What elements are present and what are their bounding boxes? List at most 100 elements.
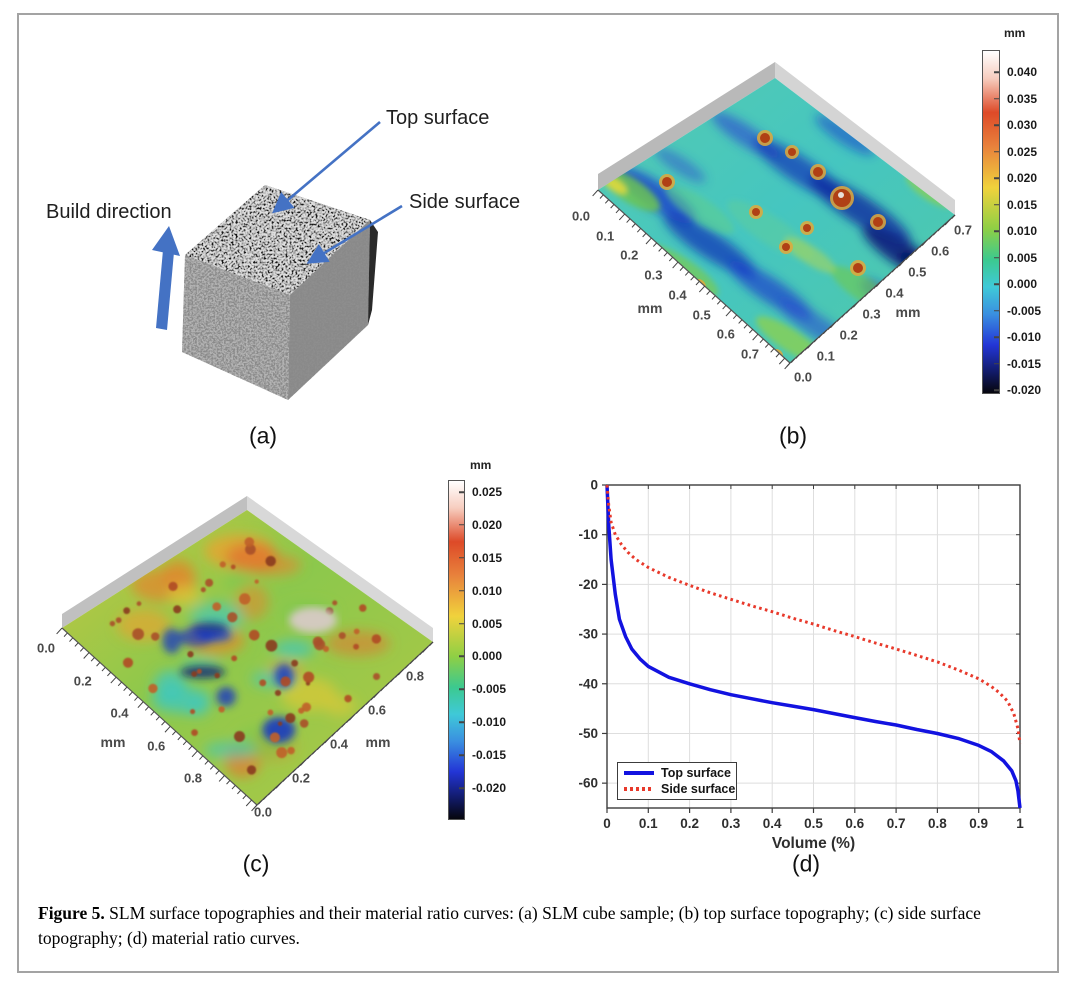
chart-x-tick-label: 0.7 bbox=[887, 816, 906, 831]
axis-c-right-tick: 0.2 bbox=[291, 770, 311, 786]
cb-bar-b-tick-label: -0.010 bbox=[1007, 330, 1042, 344]
chart-x-axis-label: Volume (%) bbox=[772, 835, 855, 852]
cb-bar-b-tick-label: -0.015 bbox=[1007, 356, 1042, 371]
axis-b-right-tick: 0.2 bbox=[839, 327, 858, 343]
figure-caption: Figure 5. SLM surface topographies and t… bbox=[38, 901, 1032, 952]
colorbar-b bbox=[982, 50, 1000, 394]
cb-bar-b-tickmark bbox=[994, 283, 999, 285]
topo-b-surface bbox=[598, 78, 955, 363]
chart-y-tick-label: -60 bbox=[578, 776, 598, 791]
panel-c-label: (c) bbox=[242, 850, 270, 877]
axis-c-left-tick: 0.4 bbox=[110, 705, 129, 721]
axis-b-left-tick: 0.6 bbox=[716, 326, 735, 342]
side-surface-annotation: Side surface bbox=[409, 191, 521, 213]
cb-bar-b-tickmark bbox=[994, 177, 999, 179]
figure-caption-label: Figure 5. bbox=[38, 903, 105, 923]
legend-label-top-surface: Top surface bbox=[661, 766, 731, 780]
panel-b-label: (b) bbox=[778, 422, 808, 449]
axis-c-right-tick: 0.8 bbox=[405, 668, 425, 684]
build-direction-arrowhead bbox=[152, 226, 180, 256]
chart-x-tick-label: 0.5 bbox=[804, 816, 823, 831]
colorbar-c bbox=[448, 480, 465, 820]
cb-bar-c-tick-label: -0.005 bbox=[472, 682, 507, 697]
axis-c-left-unit: mm bbox=[100, 734, 126, 750]
cb-bar-b-tickmark bbox=[994, 150, 999, 153]
axis-c-right-tick: 0.0 bbox=[253, 804, 273, 820]
axis-b-right-tick: 0.6 bbox=[931, 243, 950, 259]
cb-bar-b-tickmark bbox=[994, 309, 999, 312]
topo-c-surface bbox=[62, 510, 433, 805]
cb-bar-b-tickmark bbox=[994, 336, 999, 338]
axis-b-left-tick: 0.3 bbox=[644, 267, 663, 283]
chart-y-tick-label: -50 bbox=[578, 726, 598, 741]
axis-c-left-tick: 0.0 bbox=[36, 640, 56, 656]
legend-line-top-surface bbox=[624, 771, 654, 775]
cb-bar-c-tickmark bbox=[459, 589, 464, 592]
top-surface-annotation: Top surface bbox=[386, 107, 490, 129]
axis-b-left-tick: 0.1 bbox=[596, 228, 615, 244]
cb-bar-c-tickmark bbox=[459, 754, 464, 756]
panel-a-label: (a) bbox=[248, 422, 278, 449]
cb-bar-b-tickmark bbox=[994, 362, 999, 365]
chart-legend: Top surface Side surface bbox=[617, 762, 737, 800]
legend-label-side-surface: Side surface bbox=[661, 782, 736, 796]
cb-bar-c-tickmark bbox=[459, 721, 464, 723]
cube-top-face bbox=[185, 185, 370, 295]
cb-bar-b-tick-label: 0.020 bbox=[1007, 171, 1038, 185]
axis-c-right-tick: 0.6 bbox=[367, 702, 387, 718]
axis-b-left-tick: 0.2 bbox=[620, 247, 639, 263]
cb-bar-c-tick-label: 0.010 bbox=[472, 583, 503, 598]
cb-bar-b-tick-label: 0.005 bbox=[1007, 250, 1038, 265]
axis-b-right-tick: 0.3 bbox=[862, 306, 881, 322]
cb-bar-c-tick-label: 0.000 bbox=[472, 649, 503, 664]
cb-bar-c-tickmark bbox=[459, 524, 464, 526]
axis-b-left-tick: 0.5 bbox=[692, 307, 711, 323]
chart-x-tick-label: 0.6 bbox=[845, 816, 864, 831]
top-surface-leader-line bbox=[272, 121, 381, 214]
cb-bar-b-tick-label: 0.040 bbox=[1007, 65, 1038, 79]
figure-caption-text: SLM surface topographies and their mater… bbox=[38, 903, 981, 949]
cb-bar-b-tickmark bbox=[994, 230, 999, 232]
chart-x-tick-label: 0.4 bbox=[763, 816, 782, 831]
axis-b-left-tick: 0.0 bbox=[571, 208, 591, 224]
cube-sample-illustration bbox=[152, 121, 403, 400]
cb-bar-b-tick-label: -0.020 bbox=[1007, 383, 1042, 397]
top-surface-topography bbox=[592, 62, 956, 370]
cb-bar-b-tick-label: 0.025 bbox=[1007, 144, 1038, 159]
cb-bar-c-tick-label: 0.015 bbox=[472, 550, 503, 565]
topo-c-back-wall-left bbox=[62, 496, 247, 628]
colorbar-b-unit: mm bbox=[1004, 26, 1026, 40]
cube-right-shadow bbox=[368, 220, 378, 325]
chart-y-tick-label: -40 bbox=[578, 676, 598, 691]
topo-b-back-wall-right bbox=[775, 62, 955, 215]
build-direction-arrow bbox=[156, 250, 174, 330]
cb-bar-b-tick-label: 0.000 bbox=[1007, 277, 1038, 291]
chart-y-tick-label: 0 bbox=[590, 478, 598, 493]
chart-x-tick-label: 1 bbox=[1016, 816, 1024, 831]
cb-bar-c-tick-label: 0.020 bbox=[472, 517, 503, 532]
legend-line-side-surface bbox=[624, 787, 654, 791]
chart-x-tick-label: 0.8 bbox=[928, 816, 947, 831]
chart-y-tick-label: -30 bbox=[578, 627, 598, 642]
axis-b-left-tick: 0.4 bbox=[668, 287, 687, 303]
chart-x-tick-label: 0 bbox=[603, 816, 611, 831]
cb-bar-b-tick-label: 0.035 bbox=[1007, 91, 1038, 106]
cb-bar-c-tick-label: -0.015 bbox=[472, 748, 507, 763]
cb-bar-b-tickmark bbox=[994, 97, 999, 100]
cb-bar-b-tickmark bbox=[994, 71, 999, 73]
axis-b-left-unit: mm bbox=[637, 300, 663, 316]
axis-b-right-tick: 0.0 bbox=[793, 369, 813, 385]
legend-row-side-surface: Side surface bbox=[624, 782, 735, 796]
cb-bar-c-tickmark bbox=[459, 491, 464, 493]
chart-series-top-surface bbox=[605, 484, 1022, 809]
cb-bar-c-tick-label: 0.025 bbox=[472, 485, 503, 499]
colorbar-c-unit: mm bbox=[470, 458, 492, 472]
cb-bar-c-tickmark bbox=[459, 622, 464, 625]
panel-d-label: (d) bbox=[791, 850, 821, 877]
legend-row-top-surface: Top surface bbox=[624, 766, 731, 780]
cb-bar-b-tickmark bbox=[994, 203, 999, 206]
axis-b-left-tick: 0.7 bbox=[740, 346, 760, 362]
cb-bar-c-tickmark bbox=[459, 688, 464, 691]
cb-bar-b-tickmark bbox=[994, 389, 999, 391]
cb-bar-c-tick-label: -0.010 bbox=[472, 715, 507, 730]
